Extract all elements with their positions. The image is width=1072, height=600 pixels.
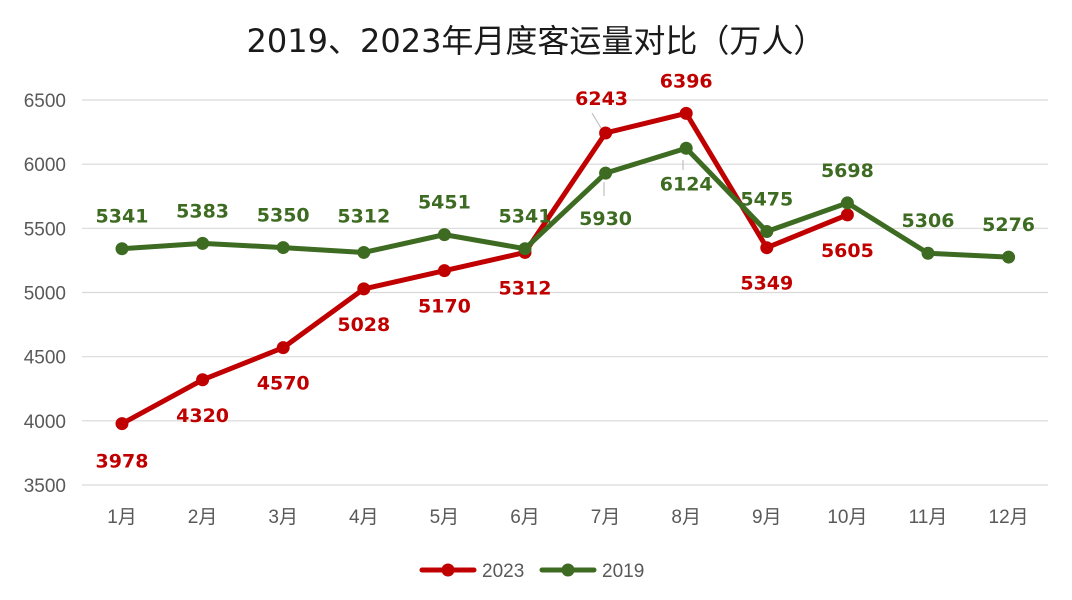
data-point-2019 bbox=[921, 246, 935, 260]
y-tick-label: 4500 bbox=[24, 348, 66, 369]
y-tick-label: 6500 bbox=[24, 91, 66, 112]
leader-line bbox=[591, 112, 602, 129]
x-tick-label: 8月 bbox=[671, 507, 701, 528]
data-point-2023 bbox=[276, 341, 290, 355]
x-tick-label: 5月 bbox=[430, 507, 460, 528]
data-label-2019: 6124 bbox=[660, 173, 713, 195]
x-tick-label: 9月 bbox=[752, 507, 782, 528]
data-point-2023 bbox=[599, 126, 613, 140]
data-label-2019: 5475 bbox=[740, 189, 793, 211]
y-tick-label: 4000 bbox=[24, 412, 66, 433]
x-tick-label: 2月 bbox=[188, 507, 218, 528]
data-point-2019 bbox=[1002, 250, 1016, 264]
data-point-2019 bbox=[196, 236, 210, 250]
x-tick-label: 12月 bbox=[989, 507, 1029, 528]
data-label-2023: 5605 bbox=[821, 240, 874, 262]
data-point-2019 bbox=[840, 196, 854, 210]
data-label-2019: 5350 bbox=[257, 205, 310, 227]
y-axis: 3500 4000 4500 5000 5500 6000 6500 bbox=[24, 91, 66, 497]
data-label-2019: 5930 bbox=[579, 208, 632, 230]
data-label-2023: 5312 bbox=[499, 277, 552, 299]
data-label-2023: 5028 bbox=[337, 314, 390, 336]
data-label-2023: 6396 bbox=[660, 70, 713, 92]
data-point-2023 bbox=[679, 106, 693, 120]
data-label-2019: 5312 bbox=[337, 205, 390, 227]
y-tick-label: 6000 bbox=[24, 155, 66, 176]
data-point-2023 bbox=[840, 208, 854, 222]
x-axis: 1月 2月 3月 4月 5月 6月 7月 8月 9月 10月 11月 12月 bbox=[107, 507, 1028, 528]
series-line-2023 bbox=[119, 110, 850, 427]
data-label-2023: 4570 bbox=[257, 373, 310, 395]
data-label-2019: 5341 bbox=[96, 206, 149, 228]
data-label-2023: 4320 bbox=[176, 405, 229, 427]
legend: 2023 2019 bbox=[419, 561, 644, 582]
data-label-2023: 5170 bbox=[418, 296, 471, 318]
data-point-2019 bbox=[115, 242, 129, 256]
x-tick-label: 1月 bbox=[107, 507, 137, 528]
x-tick-label: 11月 bbox=[909, 507, 948, 528]
data-point-2019 bbox=[276, 241, 290, 255]
data-point-2019 bbox=[760, 225, 774, 239]
data-label-2023: 5349 bbox=[740, 273, 793, 295]
data-label-2019: 5383 bbox=[176, 200, 229, 222]
data-point-2023 bbox=[437, 264, 451, 278]
data-labels: 3978 4320 4570 5028 5170 5312 6243 6396 5349 5605… bbox=[96, 70, 1035, 472]
data-point-2023 bbox=[760, 241, 774, 255]
data-label-2023: 6243 bbox=[575, 88, 628, 110]
data-label-2019: 5341 bbox=[499, 206, 552, 228]
data-point-2019 bbox=[357, 245, 371, 259]
y-tick-label: 5000 bbox=[24, 284, 66, 305]
data-point-2019 bbox=[437, 228, 451, 242]
x-tick-label: 3月 bbox=[268, 507, 298, 528]
legend-marker-2019 bbox=[561, 563, 575, 577]
data-label-2019: 5451 bbox=[418, 192, 471, 214]
series-line-2019 bbox=[119, 145, 1012, 260]
legend-label-2019: 2019 bbox=[602, 561, 644, 582]
x-tick-label: 10月 bbox=[827, 507, 867, 528]
data-label-2019: 5306 bbox=[902, 210, 955, 232]
data-label-2019: 5276 bbox=[982, 214, 1035, 236]
data-point-2019 bbox=[599, 166, 613, 180]
legend-label-2023: 2023 bbox=[482, 561, 524, 582]
series-lines bbox=[115, 106, 1016, 431]
gridlines bbox=[82, 99, 1048, 486]
x-tick-label: 4月 bbox=[349, 507, 379, 528]
data-label-2023: 3978 bbox=[96, 451, 149, 473]
y-tick-label: 5500 bbox=[24, 219, 66, 240]
data-point-2019 bbox=[518, 242, 532, 256]
x-tick-label: 7月 bbox=[591, 507, 621, 528]
legend-marker-2023 bbox=[441, 563, 455, 577]
data-point-2023 bbox=[196, 373, 210, 387]
data-point-2019 bbox=[679, 141, 693, 155]
data-point-2023 bbox=[357, 282, 371, 296]
data-point-2023 bbox=[115, 417, 129, 431]
chart-title: 2019、2023年月度客运量对比（万人） bbox=[247, 22, 826, 60]
data-label-2019: 5698 bbox=[821, 160, 874, 182]
y-tick-label: 3500 bbox=[24, 476, 66, 497]
x-tick-label: 6月 bbox=[510, 507, 540, 528]
